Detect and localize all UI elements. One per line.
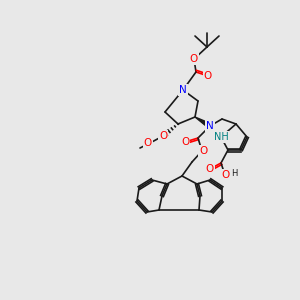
Polygon shape [195, 117, 211, 128]
Text: N: N [206, 121, 214, 131]
Text: O: O [144, 138, 152, 148]
Text: O: O [181, 137, 189, 147]
Text: O: O [159, 131, 167, 141]
Text: O: O [221, 170, 229, 180]
Text: O: O [206, 164, 214, 174]
Text: O: O [190, 54, 198, 64]
Text: O: O [199, 146, 207, 156]
Text: H: H [231, 169, 237, 178]
Text: NH: NH [214, 132, 228, 142]
Text: O: O [204, 71, 212, 81]
Text: N: N [179, 85, 187, 95]
